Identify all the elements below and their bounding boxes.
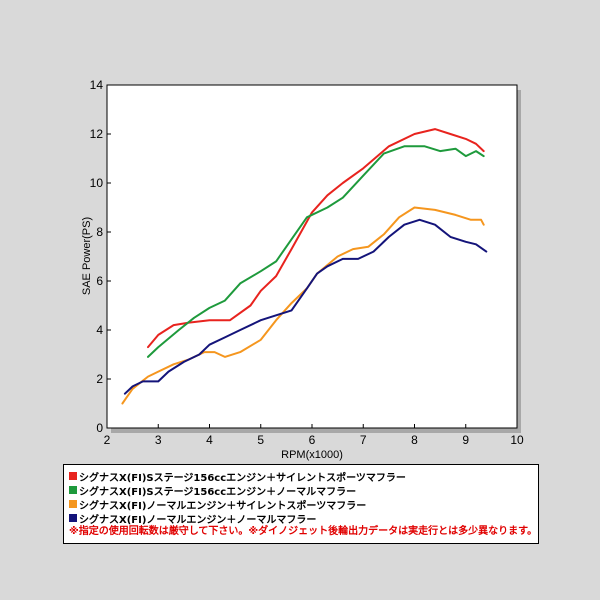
y-tick-label: 10 xyxy=(90,176,104,190)
y-tick-label: 2 xyxy=(96,372,103,386)
series-line xyxy=(147,128,485,349)
x-tick-label: 2 xyxy=(104,433,111,447)
x-tick-label: 6 xyxy=(309,433,316,447)
y-tick-label: 12 xyxy=(90,127,104,141)
legend: シグナスX(FI)Sステージ156ccエンジン＋サイレントスポーツマフラー シグ… xyxy=(63,464,539,544)
y-tick-label: 14 xyxy=(90,78,104,92)
plot-area xyxy=(106,84,518,429)
x-tick-label: 9 xyxy=(462,433,469,447)
legend-item: シグナスX(FI)ノーマルエンジン＋ノーマルマフラー xyxy=(69,511,538,526)
legend-swatch xyxy=(69,486,77,494)
x-tick-label: 10 xyxy=(510,433,524,447)
series-lines xyxy=(121,128,488,405)
y-tick-label: 4 xyxy=(96,323,103,337)
x-tick-label: 4 xyxy=(206,433,213,447)
x-tick-label: 7 xyxy=(360,433,367,447)
legend-swatch xyxy=(69,472,77,480)
disclaimer-note: ※指定の使用回転数は厳守して下さい。※ダイノジェット後輪出力データは実走行とは多… xyxy=(69,526,538,537)
y-tick-label: 0 xyxy=(96,421,103,435)
plot-frame xyxy=(106,84,521,433)
legend-label: シグナスX(FI)Sステージ156ccエンジン＋サイレントスポーツマフラー xyxy=(79,472,406,484)
x-axis-title: RPM(x1000) xyxy=(281,449,343,461)
legend-swatch xyxy=(69,500,77,508)
legend-label: シグナスX(FI)ノーマルエンジン＋サイレントスポーツマフラー xyxy=(79,500,367,512)
y-axis-title: SAE Power(PS) xyxy=(81,217,93,295)
legend-swatch xyxy=(69,514,77,522)
legend-item: シグナスX(FI)Sステージ156ccエンジン＋サイレントスポーツマフラー xyxy=(69,469,538,484)
x-tick-label: 5 xyxy=(257,433,264,447)
x-tick-label: 8 xyxy=(411,433,418,447)
series-line xyxy=(123,218,488,395)
legend-label: シグナスX(FI)Sステージ156ccエンジン＋ノーマルマフラー xyxy=(79,486,357,498)
x-tick-label: 3 xyxy=(155,433,162,447)
legend-label: シグナスX(FI)ノーマルエンジン＋ノーマルマフラー xyxy=(79,514,317,526)
y-tick-label: 8 xyxy=(96,225,103,239)
series-line xyxy=(121,206,485,405)
legend-item: シグナスX(FI)ノーマルエンジン＋サイレントスポーツマフラー xyxy=(69,497,538,512)
y-tick-label: 6 xyxy=(96,274,103,288)
series-line xyxy=(147,145,485,358)
legend-item: シグナスX(FI)Sステージ156ccエンジン＋ノーマルマフラー xyxy=(69,483,538,498)
